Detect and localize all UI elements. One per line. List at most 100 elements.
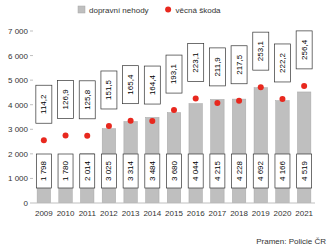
data-label: 126,9 bbox=[61, 89, 70, 110]
tick-mark bbox=[30, 178, 33, 179]
tick-label: 4 000 bbox=[8, 101, 29, 110]
tick-label: 6 000 bbox=[8, 52, 29, 61]
point bbox=[149, 118, 155, 124]
label-box bbox=[232, 154, 247, 188]
point bbox=[84, 133, 90, 139]
data-label: 114,2 bbox=[39, 94, 48, 114]
category-label: 2016 bbox=[187, 209, 205, 218]
label-box bbox=[188, 44, 204, 82]
data-label: 222,2 bbox=[278, 52, 287, 73]
tick-mark bbox=[30, 80, 33, 81]
bar bbox=[102, 129, 115, 203]
label-box bbox=[167, 154, 182, 188]
label-box bbox=[188, 154, 203, 188]
data-label: 3 484 bbox=[148, 160, 157, 181]
label-box bbox=[36, 85, 52, 123]
point bbox=[41, 137, 47, 143]
chart: 01 0002 0003 0004 0005 0006 0007 0001 79… bbox=[0, 0, 330, 248]
data-label: 4 166 bbox=[278, 160, 287, 181]
data-label: 256,4 bbox=[300, 39, 309, 60]
legend-swatch bbox=[78, 6, 85, 13]
tick-label: 2 000 bbox=[8, 150, 29, 159]
point bbox=[258, 84, 264, 90]
data-label: 211,9 bbox=[213, 57, 222, 77]
data-label: 4 228 bbox=[235, 160, 244, 181]
bar bbox=[124, 122, 137, 203]
legend-label: věcná škoda bbox=[176, 6, 221, 15]
label-box bbox=[123, 66, 139, 104]
bar bbox=[189, 104, 202, 203]
point bbox=[171, 107, 177, 113]
tick-label: 3 000 bbox=[8, 125, 29, 134]
category-label: 2010 bbox=[57, 209, 75, 218]
tick-mark bbox=[30, 31, 33, 32]
label-box bbox=[101, 71, 117, 109]
category-label: 2014 bbox=[143, 209, 161, 218]
data-label: 193,1 bbox=[170, 64, 179, 85]
point bbox=[106, 123, 112, 129]
label-box bbox=[296, 31, 312, 69]
category-label: 2011 bbox=[79, 209, 97, 218]
data-label: 1 780 bbox=[61, 160, 70, 181]
data-label: 4 215 bbox=[213, 160, 222, 181]
data-label: 3 680 bbox=[170, 160, 179, 181]
category-label: 2018 bbox=[230, 209, 248, 218]
label-box bbox=[210, 154, 225, 188]
data-label: 3 314 bbox=[126, 160, 135, 181]
label-box bbox=[145, 154, 160, 188]
label-box bbox=[209, 48, 225, 86]
tick-label: 7 000 bbox=[8, 27, 29, 36]
category-label: 2009 bbox=[35, 209, 53, 218]
point bbox=[193, 96, 199, 102]
point bbox=[279, 96, 285, 102]
bar bbox=[297, 92, 310, 203]
label-box bbox=[231, 46, 247, 84]
bar bbox=[146, 117, 159, 203]
data-label: 151,5 bbox=[104, 79, 113, 100]
category-label: 2012 bbox=[100, 209, 118, 218]
data-label: 165,4 bbox=[126, 74, 135, 95]
tick-mark bbox=[30, 203, 33, 204]
data-label: 164,4 bbox=[148, 74, 157, 95]
label-box bbox=[58, 154, 73, 188]
data-label: 4 692 bbox=[256, 160, 265, 181]
label-box bbox=[253, 32, 269, 70]
bar bbox=[211, 99, 224, 203]
point bbox=[301, 83, 307, 89]
x-axis bbox=[33, 203, 315, 204]
legend: dopravní nehody věcná škoda bbox=[78, 6, 221, 15]
tick-label: 5 000 bbox=[8, 76, 29, 85]
category-label: 2017 bbox=[208, 209, 226, 218]
category-label: 2021 bbox=[295, 209, 313, 218]
data-label: 217,5 bbox=[235, 54, 244, 75]
data-label: 223,1 bbox=[191, 52, 200, 73]
data-label: 4 044 bbox=[191, 160, 200, 181]
tick-mark bbox=[30, 55, 33, 56]
category-label: 2019 bbox=[252, 209, 270, 218]
label-box bbox=[58, 80, 74, 118]
point bbox=[214, 100, 220, 106]
label-box bbox=[275, 154, 290, 188]
label-box bbox=[36, 154, 51, 188]
tick-mark bbox=[30, 129, 33, 130]
label-box bbox=[144, 66, 160, 104]
data-label: 253,1 bbox=[256, 41, 265, 62]
bar bbox=[232, 99, 245, 203]
tick-mark bbox=[30, 153, 33, 154]
data-label: 4 519 bbox=[300, 160, 309, 181]
tick-label: 1 000 bbox=[8, 174, 29, 183]
point bbox=[236, 98, 242, 104]
point bbox=[63, 132, 69, 138]
label-box bbox=[166, 55, 182, 93]
label-box bbox=[101, 154, 116, 188]
point bbox=[128, 118, 134, 124]
data-label: 1 798 bbox=[39, 160, 48, 181]
label-box bbox=[123, 154, 138, 188]
plot-area bbox=[37, 83, 311, 203]
label-box bbox=[253, 154, 268, 188]
bar bbox=[276, 101, 289, 203]
bar bbox=[167, 113, 180, 203]
tick-mark bbox=[30, 104, 33, 105]
legend-label: dopravní nehody bbox=[89, 6, 149, 15]
label-box bbox=[80, 154, 95, 188]
